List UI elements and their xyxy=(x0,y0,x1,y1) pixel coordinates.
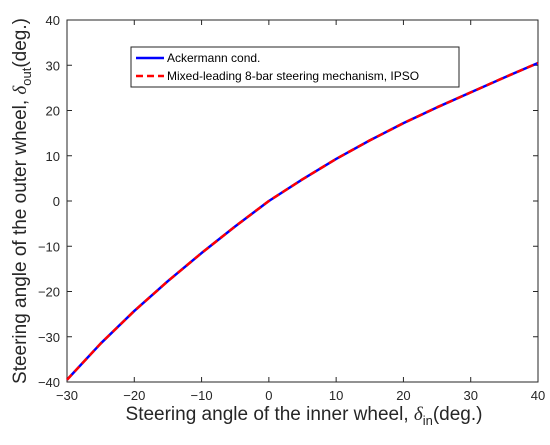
x-axis-label: Steering angle of the inner wheel, δin(d… xyxy=(126,404,483,428)
x-tick-label: −30 xyxy=(56,388,78,403)
x-axis-ticks: −30 −20 −10 0 10 20 30 40 xyxy=(56,20,545,403)
y-tick-label: −10 xyxy=(38,239,60,254)
y-tick-label: −30 xyxy=(38,330,60,345)
y-axis-ticks: −40 −30 −20 −10 0 10 20 30 40 xyxy=(38,13,538,390)
series-line-ipso xyxy=(66,61,539,381)
y-tick-label: −40 xyxy=(38,375,60,390)
y-tick-label: 20 xyxy=(46,104,60,119)
legend: Ackermann cond. Mixed-leading 8-bar stee… xyxy=(130,46,460,88)
y-tick-label: −20 xyxy=(38,285,60,300)
x-tick-label: 10 xyxy=(329,388,343,403)
series-layer xyxy=(66,61,539,381)
legend-box xyxy=(130,46,460,88)
legend-label-ackermann: Ackermann cond. xyxy=(167,51,260,65)
y-tick-label: 0 xyxy=(53,194,60,209)
x-tick-label: 30 xyxy=(463,388,477,403)
y-tick-label: 40 xyxy=(46,13,60,28)
x-tick-label: −10 xyxy=(191,388,213,403)
y-tick-label: 10 xyxy=(46,149,60,164)
y-axis-label: Steering angle of the outer wheel, δout(… xyxy=(10,18,34,384)
x-tick-label: −20 xyxy=(123,388,145,403)
y-tick-label: 30 xyxy=(46,58,60,73)
x-tick-label: 40 xyxy=(531,388,545,403)
x-tick-label: 0 xyxy=(265,388,272,403)
x-tick-label: 20 xyxy=(396,388,410,403)
legend-label-ipso: Mixed-leading 8-bar steering mechanism, … xyxy=(167,69,419,83)
